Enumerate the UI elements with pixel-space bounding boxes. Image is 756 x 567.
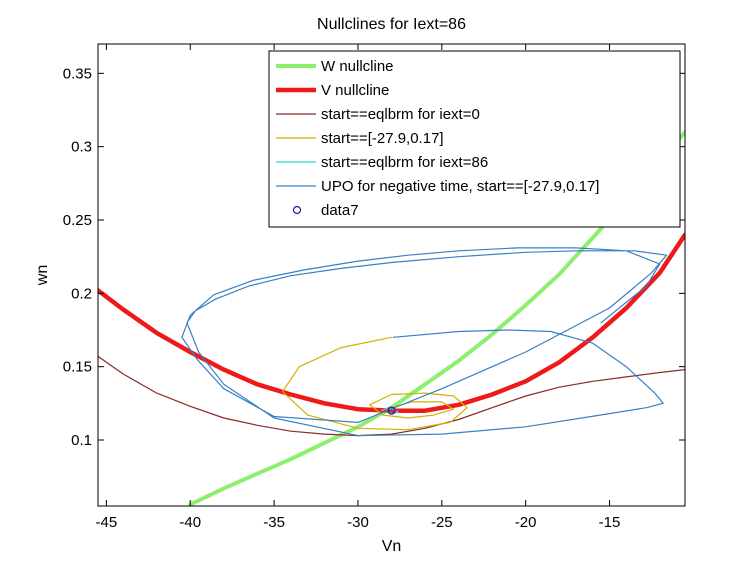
x-axis-label: Vn [382,538,402,555]
series-v-nullcline [98,232,685,413]
y-tick-label: 0.1 [71,432,92,449]
y-tick-label: 0.2 [71,285,92,302]
legend-label-upo-for-negative-time-start-27-9-0-17: UPO for negative time, start==[-27.9,0.1… [321,178,599,195]
y-tick-label: 0.25 [63,212,92,229]
legend-marker-data7 [292,205,302,215]
x-tick-label: -40 [179,514,201,531]
series-start-eqlbrm-for-iext-0 [98,355,685,437]
y-tick-label: 0.15 [63,359,92,376]
series-upo-for-negative-time-start-27-9-0-17 [181,247,668,437]
x-tick-label: -20 [515,514,537,531]
legend-label-start-eqlbrm-for-iext-0: start==eqlbrm for iext=0 [321,106,480,123]
x-tick-label: -45 [96,514,118,531]
plot-frame [97,43,686,507]
chart-title: Nullclines for Iext=86 [317,16,466,33]
series-data7-point [387,406,396,415]
legend-label-start-eqlbrm-for-iext-86: start==eqlbrm for iext=86 [321,154,488,171]
series-start-27-9-0-17 [281,336,468,431]
series-start-eqlbrm-for-iext-86 [380,407,399,415]
legend-box [268,50,681,228]
y-tick-label: 0.35 [63,65,92,82]
legend-label-v-nullcline: V nullcline [321,82,389,99]
legend-label-start-27-9-0-17: start==[-27.9,0.17] [321,130,444,147]
x-tick-label: -35 [263,514,285,531]
y-tick-label: 0.3 [71,139,92,156]
legend-label-data7: data7 [321,202,359,219]
x-tick-label: -30 [347,514,369,531]
legend: W nullcline V nullcline start==eqlbrm for … [268,50,681,228]
y-axis-label: wn [34,265,51,286]
legend-label-w-nullcline: W nullcline [321,58,394,75]
x-tick-label: -25 [431,514,453,531]
x-tick-label: -15 [599,514,621,531]
